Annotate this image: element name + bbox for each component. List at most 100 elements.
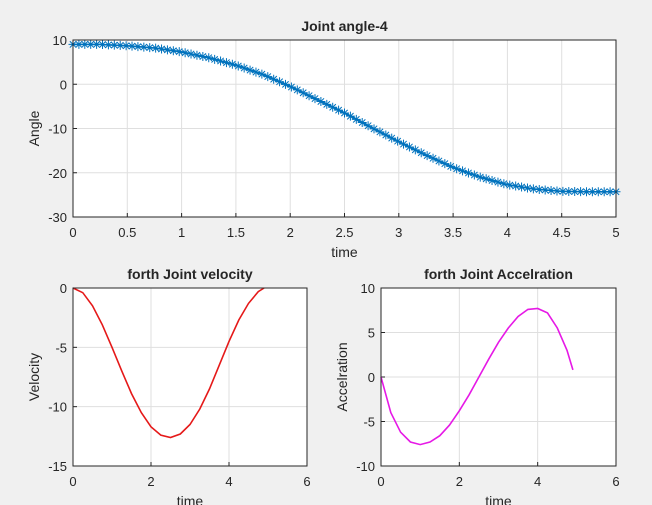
angle-star-marker	[576, 187, 586, 197]
angle-star-marker	[534, 185, 544, 195]
velocity-y-tick-label: -10	[48, 400, 67, 415]
angle-star-marker	[109, 40, 119, 50]
angle-star-marker	[157, 44, 167, 54]
angle-x-tick-label: 1	[178, 225, 185, 240]
angle-star-marker	[452, 164, 462, 174]
angle-star-marker	[570, 187, 580, 197]
angle-star-marker	[145, 43, 155, 53]
angle-star-marker	[381, 130, 391, 140]
acceleration-chart: 0 2 4 6 10 5 0 -5 -10 forth Joint Accelration time…	[334, 266, 620, 505]
velocity-x-tick-label: 2	[147, 474, 154, 489]
angle-star-marker	[363, 121, 373, 131]
angle-star-marker	[357, 118, 367, 128]
velocity-x-tick-label: 0	[69, 474, 76, 489]
angle-star-marker	[221, 58, 231, 68]
angle-star-marker	[369, 124, 379, 134]
angle-star-marker	[139, 42, 149, 52]
angle-star-marker	[528, 184, 538, 194]
angle-star-marker	[410, 145, 420, 155]
angle-star-marker	[328, 102, 338, 112]
angle-star-marker	[393, 136, 403, 146]
angle-star-marker	[322, 99, 332, 109]
angle-star-marker	[86, 39, 96, 49]
angle-star-marker	[227, 59, 237, 69]
velocity-y-tick-label: 0	[60, 281, 67, 296]
angle-star-marker	[511, 181, 521, 191]
velocity-x-tick-label: 6	[303, 474, 310, 489]
angle-star-marker	[351, 114, 361, 124]
acceleration-chart-title: forth Joint Accelration	[424, 266, 573, 282]
acceleration-y-tick-label: -5	[363, 415, 375, 430]
acceleration-x-tick-label: 2	[456, 474, 463, 489]
angle-star-marker	[440, 159, 450, 169]
angle-star-marker	[517, 182, 527, 192]
velocity-y-tick-label: -5	[55, 340, 67, 355]
angle-x-tick-label: 4.5	[553, 225, 571, 240]
angle-x-axis-label: time	[331, 244, 358, 260]
angle-star-marker	[481, 174, 491, 184]
acceleration-x-tick-label: 0	[377, 474, 384, 489]
angle-star-marker	[233, 61, 243, 71]
angle-axes-box	[72, 39, 617, 218]
angle-star-marker	[74, 39, 84, 49]
angle-star-marker	[587, 187, 597, 197]
angle-star-marker	[133, 42, 143, 52]
angle-x-tick-label: 3	[395, 225, 402, 240]
angle-star-marker	[522, 183, 532, 193]
acceleration-y-tick-label: 5	[368, 326, 375, 341]
angle-star-marker	[304, 91, 314, 101]
angle-star-marker	[245, 65, 255, 75]
velocity-y-tick-label: -15	[48, 459, 67, 474]
angle-star-marker	[280, 79, 290, 89]
angle-y-tick-label: 10	[53, 33, 67, 48]
angle-star-marker	[192, 50, 202, 60]
angle-chart-title: Joint angle-4	[301, 18, 388, 34]
angle-star-marker	[168, 46, 178, 56]
angle-star-marker	[210, 54, 220, 64]
angle-star-marker	[298, 88, 308, 98]
angle-star-marker	[505, 180, 515, 190]
angle-star-marker	[239, 63, 249, 73]
angle-star-marker	[286, 82, 296, 92]
angle-star-marker	[552, 186, 562, 196]
angle-star-marker	[581, 187, 591, 197]
angle-star-marker	[404, 142, 414, 152]
angle-x-tick-label: 0	[69, 225, 76, 240]
acceleration-x-tick-label: 6	[612, 474, 619, 489]
angle-star-marker	[493, 177, 503, 187]
angle-star-marker	[275, 77, 285, 87]
angle-star-marker	[121, 41, 131, 51]
angle-star-marker	[499, 179, 509, 189]
angle-star-marker	[263, 72, 273, 82]
angle-star-marker	[103, 40, 113, 50]
velocity-plot-area	[73, 288, 307, 466]
angle-star-marker	[310, 94, 320, 104]
angle-star-marker	[564, 186, 574, 196]
acceleration-x-axis-label: time	[485, 493, 512, 505]
angle-star-marker	[316, 96, 326, 106]
angle-star-marker	[428, 153, 438, 163]
velocity-y-axis-label: Velocity	[26, 353, 42, 401]
velocity-chart: 0 2 4 6 0 -5 -10 -15 forth Joint velocity time Vel…	[26, 266, 311, 505]
angle-star-marker	[599, 187, 609, 197]
angle-star-marker	[458, 166, 468, 176]
angle-star-marker	[399, 139, 409, 149]
angle-star-marker	[257, 69, 267, 79]
angle-x-tick-label: 0.5	[118, 225, 136, 240]
angle-star-marker	[127, 41, 137, 51]
acceleration-x-tick-label: 4	[534, 474, 541, 489]
angle-x-tick-label: 2	[287, 225, 294, 240]
angle-star-marker	[345, 111, 355, 121]
acceleration-y-axis-label: Accelration	[334, 342, 350, 411]
angle-star-marker	[558, 186, 568, 196]
angle-y-axis-label: Angle	[26, 110, 42, 146]
angle-star-marker	[198, 51, 208, 61]
angle-star-marker	[151, 43, 161, 53]
angle-y-tick-label: -20	[48, 166, 67, 181]
angle-star-marker	[269, 74, 279, 84]
angle-star-marker	[162, 45, 172, 55]
angle-star-marker	[92, 39, 102, 49]
angle-star-marker	[422, 151, 432, 161]
velocity-x-tick-label: 4	[225, 474, 232, 489]
angle-star-marker	[446, 161, 456, 171]
